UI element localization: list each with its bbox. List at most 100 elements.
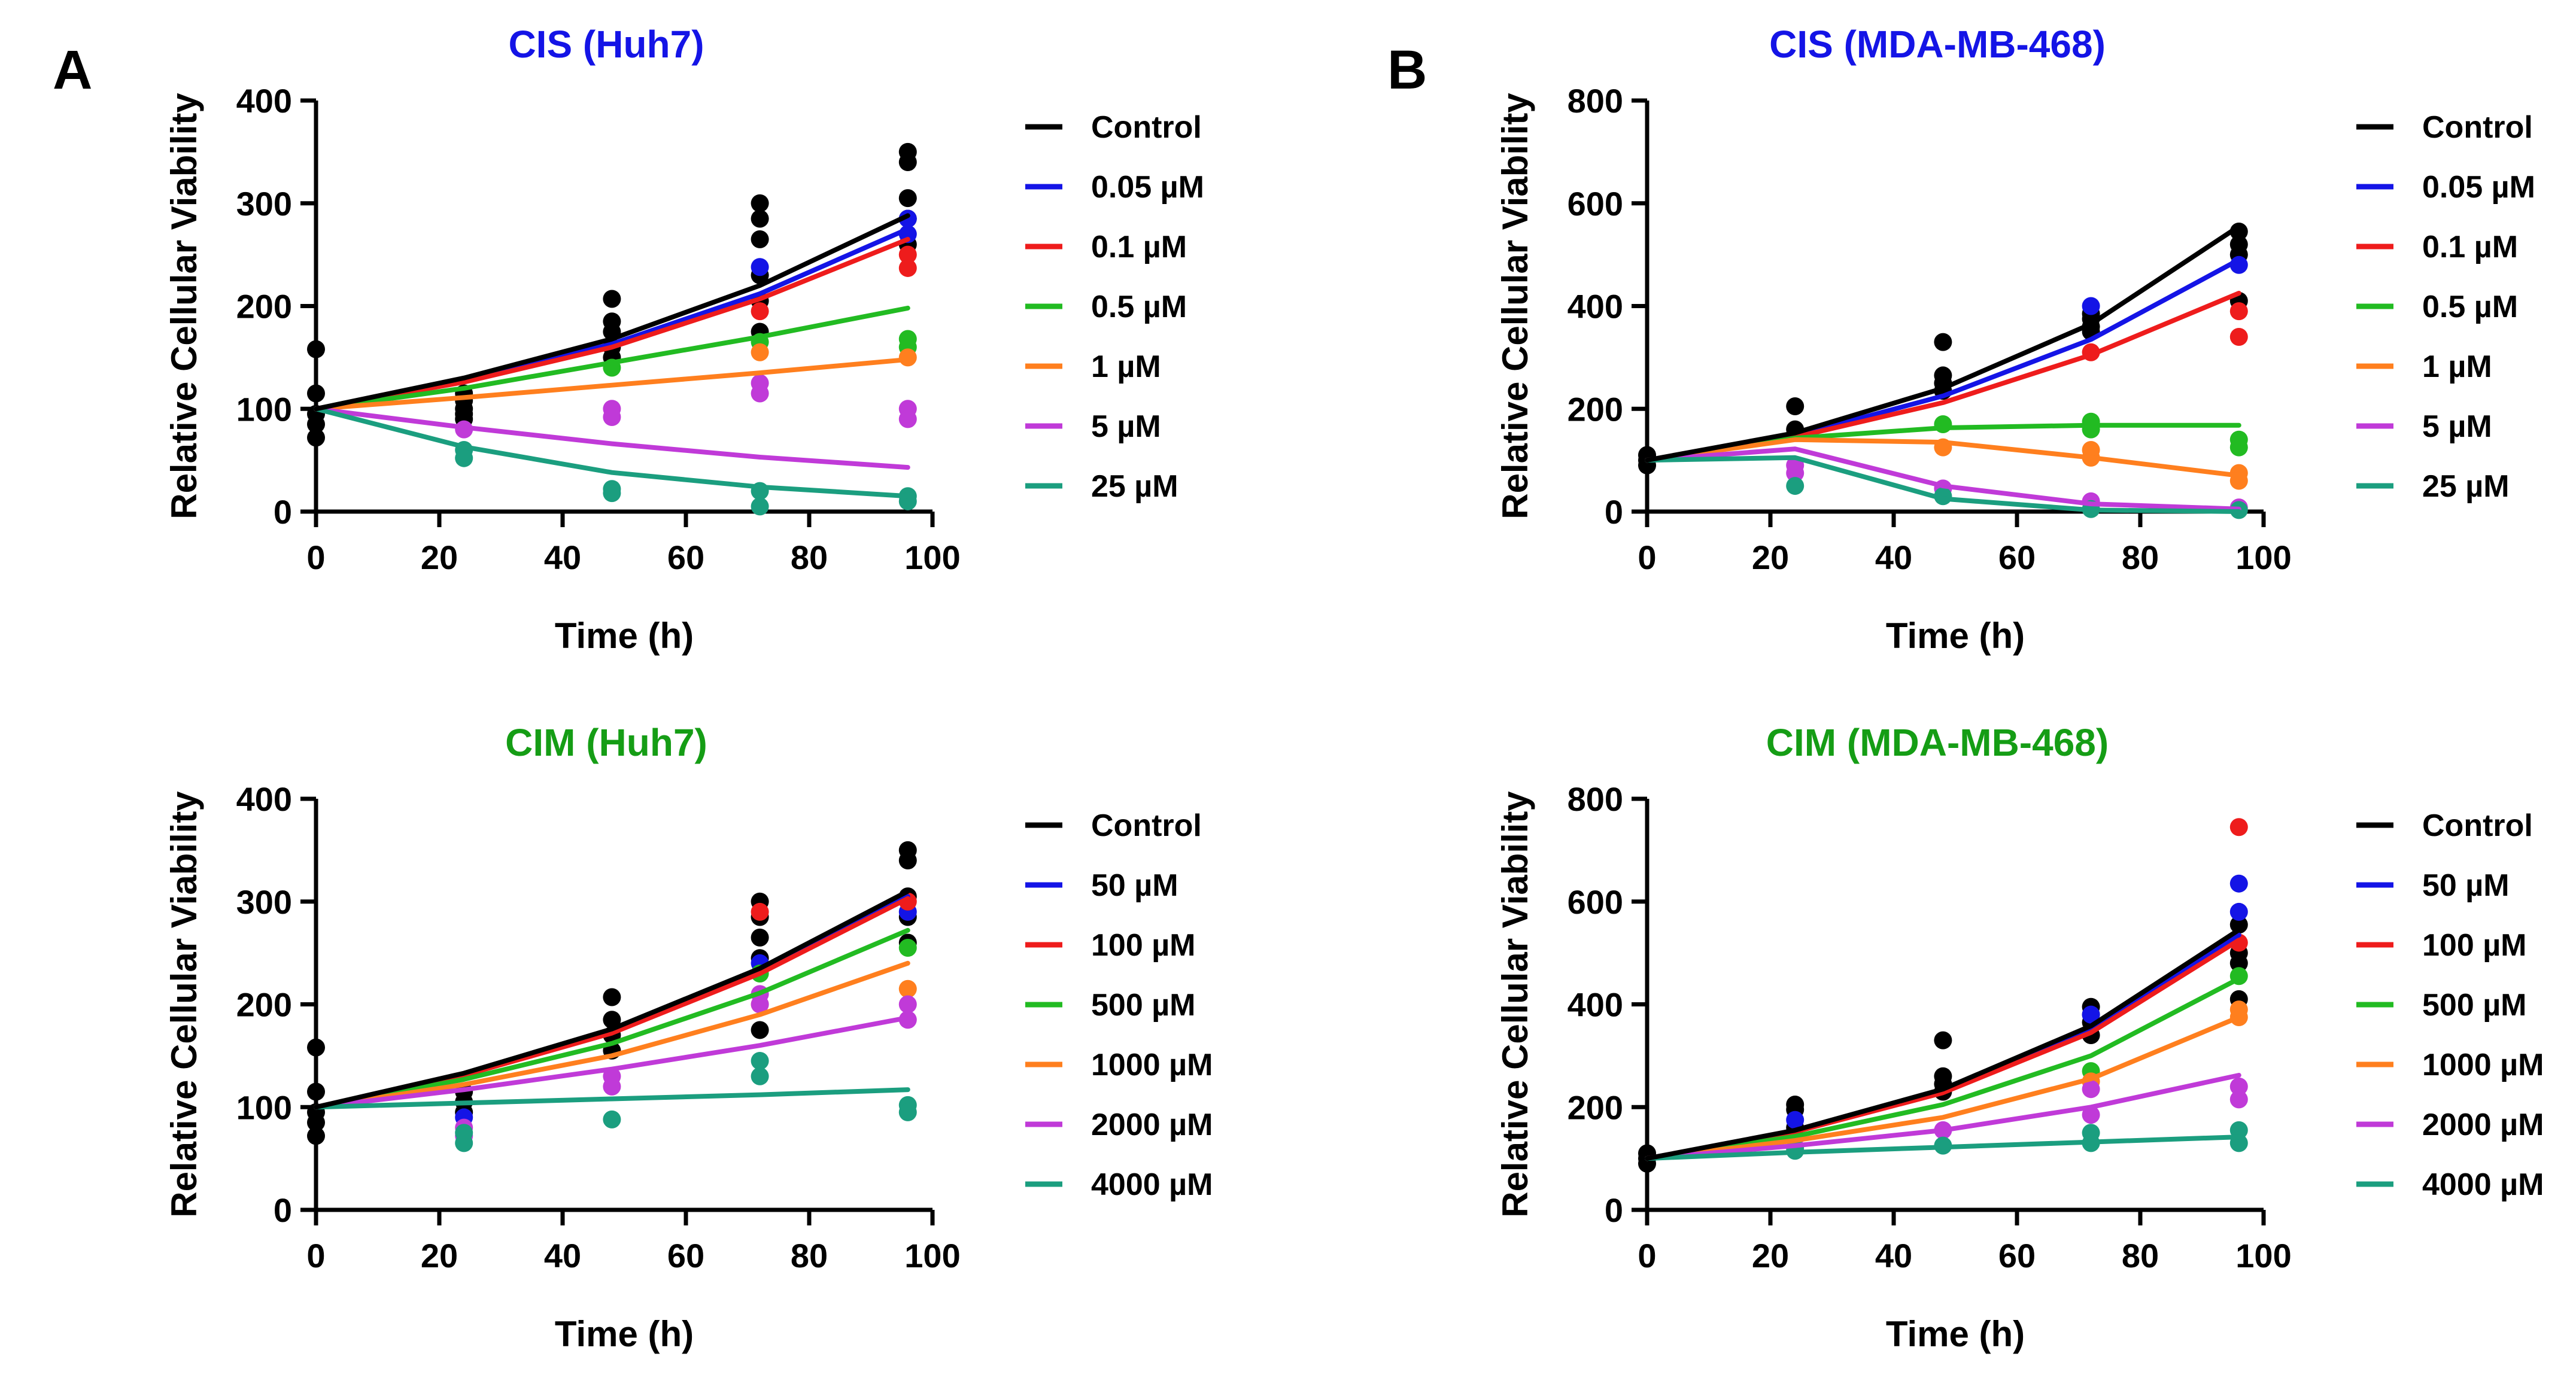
legend-label-100-um: 100 µM (1091, 928, 1195, 963)
data-point (898, 851, 917, 870)
series-line-4000-um (314, 1087, 910, 1110)
data-point (2229, 954, 2248, 972)
legend-label-1000-um: 1000 µM (2422, 1048, 2544, 1082)
panel-label-a: A (53, 39, 92, 101)
chart-title: CIM (Huh7) (505, 721, 707, 764)
data-point (751, 928, 769, 947)
series-line-4000-um (1645, 1134, 2241, 1161)
x-tick-label: 100 (2235, 1237, 2291, 1274)
y-tick-label: 0 (1605, 1191, 1623, 1229)
y-tick-label: 0 (274, 493, 292, 531)
legend-label-2000-um: 2000 µM (1091, 1108, 1213, 1142)
series-line-control (314, 889, 910, 1110)
legend-label-2000-um: 2000 µM (2422, 1108, 2544, 1142)
data-point (603, 1077, 621, 1096)
points-0-1-um (751, 245, 917, 321)
x-tick-label: 100 (904, 539, 960, 576)
legend-label-500-um: 500 µM (2422, 988, 2526, 1023)
x-tick-label: 80 (791, 1237, 828, 1274)
chart-title: CIS (MDA-MB-468) (1769, 23, 2106, 66)
legend-label-control: Control (1091, 110, 1202, 145)
data-point (1934, 333, 1952, 351)
points-0-05-um (2082, 255, 2248, 315)
data-point (603, 484, 621, 503)
data-point (2229, 1090, 2248, 1109)
data-point (2082, 1080, 2100, 1099)
legend-label-500-um: 500 µM (1091, 988, 1195, 1023)
series-line-control (1645, 224, 2241, 463)
data-point (307, 384, 325, 403)
data-point (2229, 818, 2248, 836)
x-axis-title: Time (h) (1886, 1314, 2025, 1354)
x-tick-label: 20 (1752, 539, 1789, 576)
data-point (1786, 1111, 1805, 1129)
y-tick-label: 100 (236, 390, 292, 428)
legend-label-25-um: 25 µM (2422, 469, 2510, 504)
legend-label-4000-um: 4000 µM (2422, 1167, 2544, 1202)
points-4000-um (455, 1051, 917, 1152)
data-point (307, 1038, 325, 1057)
legend-label-0-5-um: 0.5 µM (2422, 290, 2518, 324)
y-tick-label: 400 (236, 780, 292, 818)
series-line-1000-um (314, 960, 910, 1110)
data-point (603, 988, 621, 1006)
x-tick-label: 100 (2235, 539, 2291, 576)
data-point (603, 1110, 621, 1128)
chart-cis-mda-mb-468: CIS (MDA-MB-468) 0 20 40 60 80 100 0 200 400 600 80… (1495, 23, 2535, 656)
data-point (307, 428, 325, 447)
x-axis-title: Time (h) (1886, 616, 2025, 656)
x-tick-label: 0 (306, 539, 325, 576)
y-tick-label: 400 (236, 82, 292, 120)
y-tick-label: 800 (1568, 780, 1623, 818)
legend-label-4000-um: 4000 µM (1091, 1167, 1213, 1202)
data-point (751, 1067, 769, 1085)
series-line-1-um (314, 357, 910, 412)
data-point (898, 939, 917, 957)
data-point (455, 449, 473, 467)
legend-label-0-1-um: 0.1 µM (2422, 230, 2518, 264)
y-tick-label: 200 (1568, 1088, 1623, 1126)
data-point (2229, 874, 2248, 893)
x-tick-label: 80 (2122, 1237, 2159, 1274)
y-tick-label: 200 (236, 986, 292, 1024)
points-100-um (751, 892, 917, 921)
data-point (2229, 1077, 2248, 1096)
y-tick-label: 600 (1568, 185, 1623, 223)
y-tick-label: 0 (274, 1191, 292, 1229)
x-tick-label: 40 (544, 539, 581, 576)
data-point (751, 194, 769, 212)
series-line-25-um (1645, 455, 2241, 514)
legend-label-50-um: 50 µM (1091, 868, 1178, 903)
data-point (1786, 477, 1805, 495)
data-point (898, 980, 917, 998)
data-point (307, 1082, 325, 1101)
x-tick-label: 100 (904, 1237, 960, 1274)
data-point (751, 209, 769, 228)
points-0-05-um (751, 209, 917, 276)
chart-cim-huh7: CIM (Huh7) 0 20 40 60 80 100 0 100 200 300 400 Time … (164, 721, 1213, 1354)
data-point (751, 995, 769, 1014)
data-point (307, 1114, 325, 1132)
legend-label-1000-um: 1000 µM (1091, 1048, 1213, 1082)
y-tick-label: 300 (236, 883, 292, 921)
data-point (603, 407, 621, 426)
data-point (603, 290, 621, 308)
data-point (751, 902, 769, 921)
series-line-5-um (1645, 446, 2241, 512)
data-point (1934, 1031, 1952, 1050)
legend-label-25-um: 25 µM (1091, 469, 1178, 504)
series-line-1000-um (1645, 1015, 2241, 1161)
series-line-500-um (314, 927, 910, 1110)
series-line-0-1-um (314, 236, 910, 412)
series-line-1-um (1645, 437, 2241, 478)
y-axis-title: Relative Cellular Viability (1495, 93, 1535, 519)
data-point (898, 189, 917, 208)
data-point (751, 1051, 769, 1070)
y-tick-label: 600 (1568, 883, 1623, 921)
y-tick-label: 400 (1568, 288, 1623, 326)
legend-label-5-um: 5 µM (1091, 409, 1161, 444)
legend-label-0-1-um: 0.1 µM (1091, 230, 1187, 264)
x-tick-label: 0 (1638, 1237, 1656, 1274)
x-axis-title: Time (h) (555, 616, 694, 656)
